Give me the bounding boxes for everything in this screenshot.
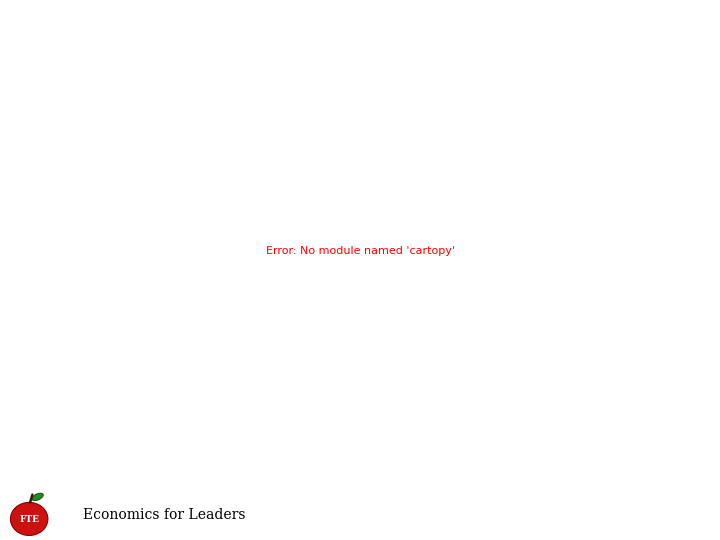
Text: Economics for Leaders: Economics for Leaders [83, 508, 246, 522]
Text: FTE: FTE [19, 515, 39, 524]
Ellipse shape [10, 502, 48, 536]
Ellipse shape [32, 493, 43, 501]
Text: Error: No module named 'cartopy': Error: No module named 'cartopy' [266, 246, 454, 256]
